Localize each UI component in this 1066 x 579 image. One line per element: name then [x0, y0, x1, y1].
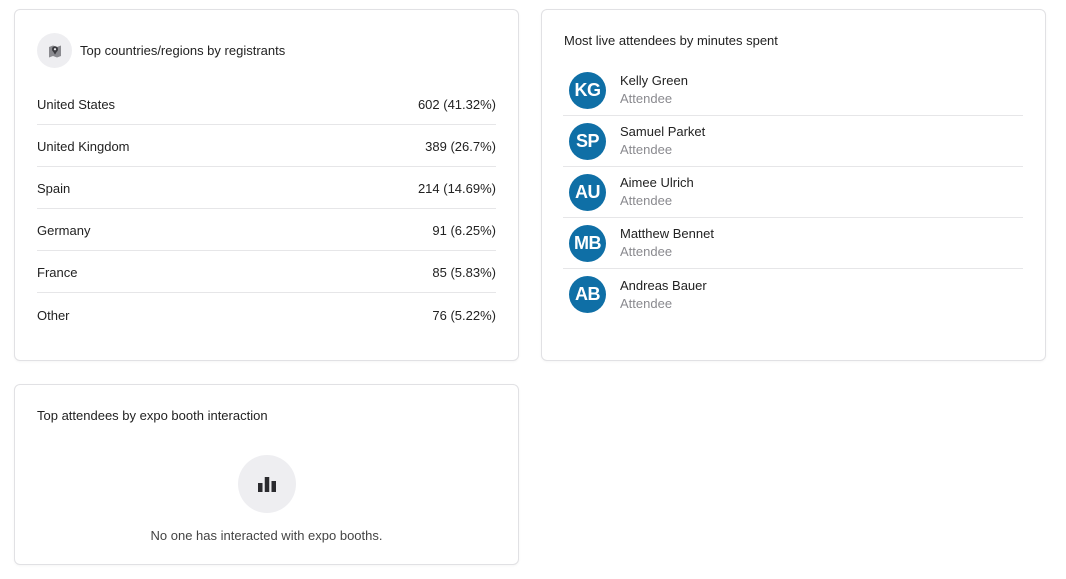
- country-list: United States 602 (41.32%) United Kingdo…: [37, 83, 496, 335]
- empty-state-message: No one has interacted with expo booths.: [150, 528, 383, 543]
- map-pin-icon: [37, 33, 72, 68]
- avatar: KG: [569, 71, 606, 109]
- attendee-row[interactable]: AB Andreas Bauer Attendee: [563, 269, 1023, 320]
- country-name: United States: [37, 97, 116, 112]
- countries-card-title: Top countries/regions by registrants: [80, 43, 286, 58]
- attendee-name: Samuel Parket: [620, 124, 706, 139]
- country-name: Spain: [37, 181, 71, 196]
- expo-booth-card-title: Top attendees by expo booth interaction: [37, 408, 268, 423]
- country-row: Germany 91 (6.25%): [37, 209, 496, 251]
- bar-chart-icon: [238, 455, 296, 513]
- country-value: 76 (5.22%): [432, 307, 496, 323]
- country-value: 91 (6.25%): [432, 223, 496, 238]
- attendee-row[interactable]: MB Matthew Bennet Attendee: [563, 218, 1023, 269]
- countries-card: Top countries/regions by registrants Uni…: [14, 9, 519, 361]
- country-name: France: [37, 265, 78, 280]
- live-attendees-card-title: Most live attendees by minutes spent: [564, 33, 778, 48]
- avatar: AB: [569, 276, 606, 313]
- attendee-name: Kelly Green: [620, 73, 688, 88]
- country-value: 602 (41.32%): [417, 97, 496, 112]
- expo-booth-card-header: Top attendees by expo booth interaction: [37, 408, 268, 423]
- attendee-role: Attendee: [620, 91, 673, 106]
- country-name: United Kingdom: [37, 139, 130, 154]
- attendee-name: Andreas Bauer: [620, 277, 707, 293]
- country-row: France 85 (5.83%): [37, 251, 496, 293]
- live-attendees-card: Most live attendees by minutes spent KG …: [541, 9, 1046, 361]
- attendee-name: Matthew Bennet: [620, 226, 714, 241]
- country-value: 85 (5.83%): [432, 265, 496, 280]
- country-row: Spain 214 (14.69%): [37, 167, 496, 209]
- country-name: Germany: [37, 223, 91, 238]
- attendee-row[interactable]: SP Samuel Parket Attendee: [563, 116, 1023, 167]
- attendee-name: Aimee Ulrich: [620, 175, 694, 190]
- attendee-role: Attendee: [620, 295, 673, 311]
- attendee-role: Attendee: [620, 193, 673, 208]
- avatar: SP: [569, 122, 606, 160]
- country-row: Other 76 (5.22%): [37, 293, 496, 335]
- country-value: 389 (26.7%): [425, 139, 496, 154]
- attendee-row[interactable]: KG Kelly Green Attendee: [563, 65, 1023, 116]
- country-row: United States 602 (41.32%): [37, 83, 496, 125]
- attendee-role: Attendee: [620, 244, 673, 259]
- attendee-list: KG Kelly Green Attendee SP Samuel Parket…: [563, 65, 1023, 320]
- live-attendees-card-header: Most live attendees by minutes spent: [564, 33, 778, 48]
- country-name: Other: [37, 307, 70, 323]
- avatar: AU: [569, 173, 606, 211]
- attendee-role: Attendee: [620, 142, 673, 157]
- countries-card-header: Top countries/regions by registrants: [37, 33, 285, 68]
- country-row: United Kingdom 389 (26.7%): [37, 125, 496, 167]
- expo-booth-card: Top attendees by expo booth interaction …: [14, 384, 519, 565]
- attendee-row[interactable]: AU Aimee Ulrich Attendee: [563, 167, 1023, 218]
- avatar: MB: [569, 224, 606, 262]
- country-value: 214 (14.69%): [417, 181, 496, 196]
